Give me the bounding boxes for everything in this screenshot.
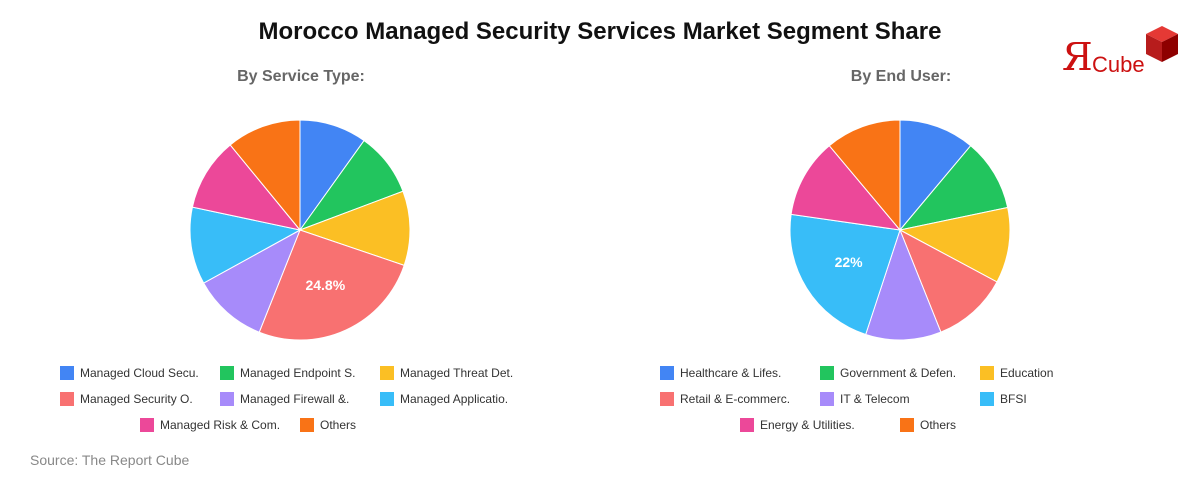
pie-slice-it-telecom <box>865 228 942 341</box>
legend-swatch <box>220 392 234 406</box>
pie-slice-managed-applicatio <box>189 206 302 284</box>
service-type-legend: Managed Cloud Secu. Managed Endpoint S. Ma… <box>0 360 600 438</box>
legend-item-healthcare-lifes[interactable]: Healthcare & Lifes. <box>660 366 820 380</box>
legend-label: Managed Cloud Secu. <box>80 366 199 380</box>
legend-label: Managed Risk & Com. <box>160 418 281 432</box>
legend-swatch <box>380 392 394 406</box>
legend-label: Healthcare & Lifes. <box>680 366 782 380</box>
legend-item-managed-applicatio[interactable]: Managed Applicatio. <box>380 392 540 406</box>
legend-label: Education <box>1000 366 1054 380</box>
legend-swatch <box>820 366 834 380</box>
logo-mark: Я <box>1062 35 1093 79</box>
legend-label: BFSI <box>1000 392 1027 406</box>
pie-slice-energy-utilities <box>790 145 902 231</box>
end-user-subtitle: By End User: <box>850 68 952 85</box>
legend-row: Managed Security O. Managed Firewall &. Ma… <box>0 386 600 412</box>
pie-slice-retail-e-commerc <box>899 228 998 333</box>
legend-swatch <box>900 418 914 432</box>
legend-swatch <box>740 418 754 432</box>
legend-item-government-defen[interactable]: Government & Defen. <box>820 366 980 380</box>
legend-item-managed-cloud-secu[interactable]: Managed Cloud Secu. <box>60 366 220 380</box>
pie-slice-managed-risk-com <box>191 144 302 231</box>
legend-swatch <box>60 392 74 406</box>
chart-title: Morocco Managed Security Services Market… <box>258 18 942 45</box>
legend-item-managed-threat-det[interactable]: Managed Threat Det. <box>380 366 540 380</box>
slice-label-managed-security-o: 24.8% <box>305 277 345 293</box>
legend-label: Managed Applicatio. <box>400 392 509 406</box>
pie-slice-government-defen <box>898 145 1009 231</box>
legend-swatch <box>220 366 234 380</box>
legend-label: IT & Telecom <box>840 392 910 406</box>
legend-item-it-telecom[interactable]: IT & Telecom <box>820 392 980 406</box>
legend-swatch <box>980 366 994 380</box>
legend-row: Healthcare & Lifes. Government & Defen. Ed… <box>600 360 1200 386</box>
legend-item-managed-risk-com[interactable]: Managed Risk & Com. <box>140 418 300 432</box>
legend-swatch <box>140 418 154 432</box>
legend-item-education[interactable]: Education <box>980 366 1140 380</box>
legend-label: Others <box>920 418 957 432</box>
legend-row: Managed Risk & Com. Others <box>0 412 600 438</box>
pie-slice-managed-firewall <box>202 228 301 333</box>
legend-row: Managed Cloud Secu. Managed Endpoint S. Ma… <box>0 360 600 386</box>
legend-item-managed-security-o[interactable]: Managed Security O. <box>60 392 220 406</box>
legend-item-others[interactable]: Others <box>300 418 460 432</box>
legend-swatch <box>60 366 74 380</box>
legend-label: Managed Security O. <box>80 392 193 406</box>
cube-icon <box>1146 26 1178 62</box>
pie-slice-education <box>898 206 1011 283</box>
legend-label: Retail & E-commerc. <box>680 392 791 406</box>
legend-swatch <box>300 418 314 432</box>
legend-swatch <box>980 392 994 406</box>
legend-label: Managed Threat Det. <box>400 366 514 380</box>
pie-slice-others <box>229 119 301 232</box>
legend-item-bfsi[interactable]: BFSI <box>980 392 1140 406</box>
pie-slice-bfsi <box>789 213 901 336</box>
legend-item-others[interactable]: Others <box>900 418 1060 432</box>
legend-label: Others <box>320 418 357 432</box>
legend-item-energy-utilities[interactable]: Energy & Utilities. <box>740 418 900 432</box>
legend-swatch <box>380 366 394 380</box>
service-type-subtitle: By Service Type: <box>237 68 365 85</box>
pie-slice-managed-security-o <box>258 229 405 341</box>
legend-label: Managed Endpoint S. <box>240 366 356 380</box>
source-note: Source: The Report Cube <box>30 452 190 468</box>
legend-row: Energy & Utilities. Others <box>600 412 1200 438</box>
pie-slice-others <box>828 119 901 232</box>
pie-slice-managed-threat-det <box>298 190 411 266</box>
end-user-legend: Healthcare & Lifes. Government & Defen. Ed… <box>600 360 1200 438</box>
legend-row: Retail & E-commerc. IT & Telecom BFSI <box>600 386 1200 412</box>
legend-label: Managed Firewall &. <box>240 392 350 406</box>
legend-swatch <box>660 366 674 380</box>
legend-label: Energy & Utilities. <box>760 418 855 432</box>
legend-swatch <box>660 392 674 406</box>
logo-text: Cube <box>1092 52 1145 77</box>
legend-item-retail-e-commerc[interactable]: Retail & E-commerc. <box>660 392 820 406</box>
legend-swatch <box>820 392 834 406</box>
slice-label-bfsi: 22% <box>835 254 864 270</box>
pie-slice-healthcare-lifes <box>899 119 972 232</box>
legend-item-managed-endpoint-s[interactable]: Managed Endpoint S. <box>220 366 380 380</box>
legend-item-managed-firewall[interactable]: Managed Firewall &. <box>220 392 380 406</box>
legend-label: Government & Defen. <box>840 366 957 380</box>
end-user-pie: 22% <box>789 119 1011 341</box>
report-cube-logo: Я Cube <box>1060 24 1180 80</box>
service-type-pie: 24.8% <box>189 119 411 341</box>
